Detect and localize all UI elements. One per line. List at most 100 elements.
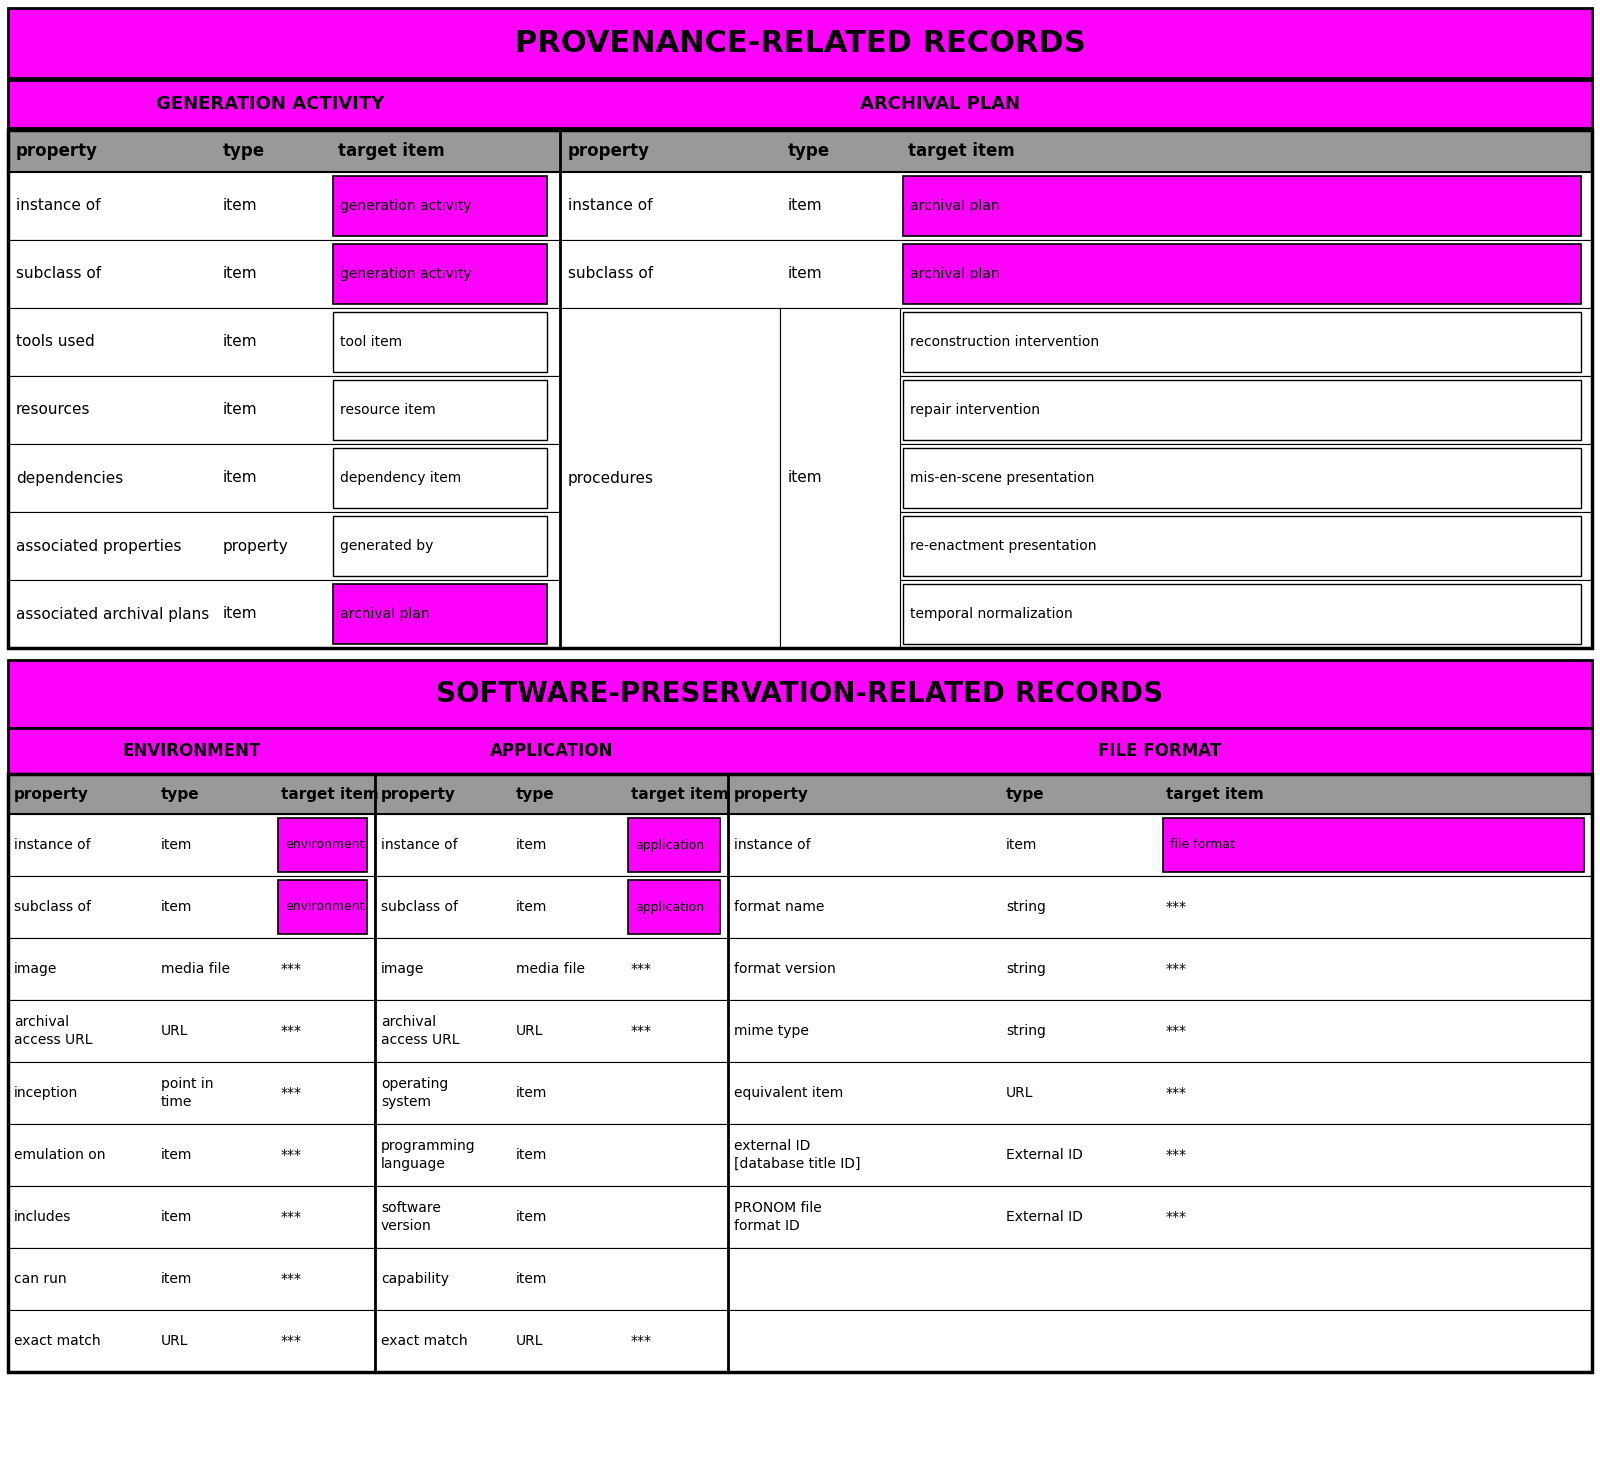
Text: property: property	[16, 142, 98, 159]
Text: instance of: instance of	[381, 838, 458, 852]
Text: archival plan: archival plan	[910, 199, 1000, 213]
Text: instance of: instance of	[734, 838, 811, 852]
Text: type: type	[515, 787, 555, 801]
Bar	[8, 1000, 374, 1061]
Text: ***: ***	[630, 962, 653, 977]
Bar	[8, 512, 560, 580]
Text: item: item	[515, 901, 547, 914]
Text: capability: capability	[381, 1272, 450, 1287]
Text: ***: ***	[1166, 1086, 1187, 1099]
Text: resources: resources	[16, 402, 91, 418]
Text: item: item	[162, 1211, 192, 1224]
Text: subclass of: subclass of	[16, 266, 101, 282]
Bar	[560, 308, 781, 648]
Bar	[374, 1124, 728, 1186]
Bar	[8, 580, 560, 648]
Bar	[8, 1061, 374, 1124]
Text: property: property	[222, 538, 288, 554]
Bar	[8, 376, 560, 444]
Text: type: type	[787, 142, 830, 159]
Text: PRONOM file
format ID: PRONOM file format ID	[734, 1202, 822, 1232]
Bar	[899, 308, 1592, 376]
Text: reconstruction intervention: reconstruction intervention	[910, 335, 1099, 349]
Text: application: application	[635, 839, 704, 851]
Text: item: item	[222, 402, 258, 418]
Bar	[333, 380, 547, 440]
Bar	[902, 380, 1581, 440]
Text: ***: ***	[282, 962, 302, 977]
Bar	[333, 244, 547, 304]
Bar	[374, 814, 728, 876]
Bar	[728, 939, 1592, 1000]
Text: URL: URL	[162, 1333, 189, 1348]
Bar	[902, 244, 1581, 304]
Text: inception: inception	[14, 1086, 78, 1099]
Bar	[902, 175, 1581, 235]
Text: item: item	[222, 199, 258, 213]
Text: resource item: resource item	[339, 404, 435, 417]
Text: temporal normalization: temporal normalization	[910, 607, 1072, 621]
Text: mis-en-scene presentation: mis-en-scene presentation	[910, 471, 1094, 485]
Text: string: string	[1006, 901, 1046, 914]
Text: procedures: procedures	[568, 471, 654, 485]
Text: ***: ***	[282, 1086, 302, 1099]
Text: file format: file format	[1170, 839, 1235, 851]
Text: APPLICATION: APPLICATION	[490, 743, 613, 760]
Text: mime type: mime type	[734, 1023, 810, 1038]
Text: target item: target item	[338, 142, 445, 159]
Text: property: property	[568, 142, 650, 159]
Text: exact match: exact match	[381, 1333, 467, 1348]
Bar	[278, 819, 366, 871]
Text: archival
access URL: archival access URL	[381, 1015, 459, 1047]
Bar	[8, 876, 374, 939]
Text: item: item	[515, 838, 547, 852]
Bar	[8, 1249, 374, 1310]
Bar	[8, 814, 374, 876]
Bar	[781, 308, 899, 648]
Bar	[374, 1249, 728, 1310]
Bar	[899, 376, 1592, 444]
Text: repair intervention: repair intervention	[910, 404, 1040, 417]
Bar	[374, 1000, 728, 1061]
Bar	[560, 240, 1592, 308]
Bar	[899, 512, 1592, 580]
Text: ***: ***	[1166, 1148, 1187, 1162]
Text: ***: ***	[282, 1211, 302, 1224]
Text: ***: ***	[1166, 1023, 1187, 1038]
Text: generated by: generated by	[339, 539, 434, 553]
Bar	[8, 773, 1592, 1371]
Bar	[728, 1310, 1592, 1371]
Bar	[333, 583, 547, 643]
Text: point in
time: point in time	[162, 1077, 213, 1108]
Text: image: image	[381, 962, 424, 977]
Text: item: item	[515, 1086, 547, 1099]
Bar	[902, 516, 1581, 576]
Text: dependency item: dependency item	[339, 471, 461, 485]
Text: tools used: tools used	[16, 335, 94, 349]
Text: URL: URL	[162, 1023, 189, 1038]
Text: item: item	[515, 1211, 547, 1224]
Bar	[8, 240, 560, 308]
Text: property: property	[734, 787, 810, 801]
Bar	[374, 939, 728, 1000]
Bar	[374, 876, 728, 939]
Bar	[8, 1124, 374, 1186]
Text: subclass of: subclass of	[14, 901, 91, 914]
Bar	[8, 939, 374, 1000]
Bar	[728, 1000, 1592, 1061]
Text: ***: ***	[1166, 962, 1187, 977]
Bar	[728, 1061, 1592, 1124]
Text: subclass of: subclass of	[568, 266, 653, 282]
Text: item: item	[222, 266, 258, 282]
Bar	[902, 447, 1581, 507]
Text: item: item	[162, 901, 192, 914]
Text: External ID: External ID	[1006, 1148, 1083, 1162]
Text: ENVIRONMENT: ENVIRONMENT	[122, 743, 261, 760]
Bar	[8, 7, 1592, 77]
Bar	[902, 583, 1581, 643]
Text: property: property	[14, 787, 90, 801]
Text: generation activity: generation activity	[339, 268, 472, 281]
Text: ***: ***	[1166, 1211, 1187, 1224]
Text: re-enactment presentation: re-enactment presentation	[910, 539, 1096, 553]
Text: item: item	[787, 266, 822, 282]
